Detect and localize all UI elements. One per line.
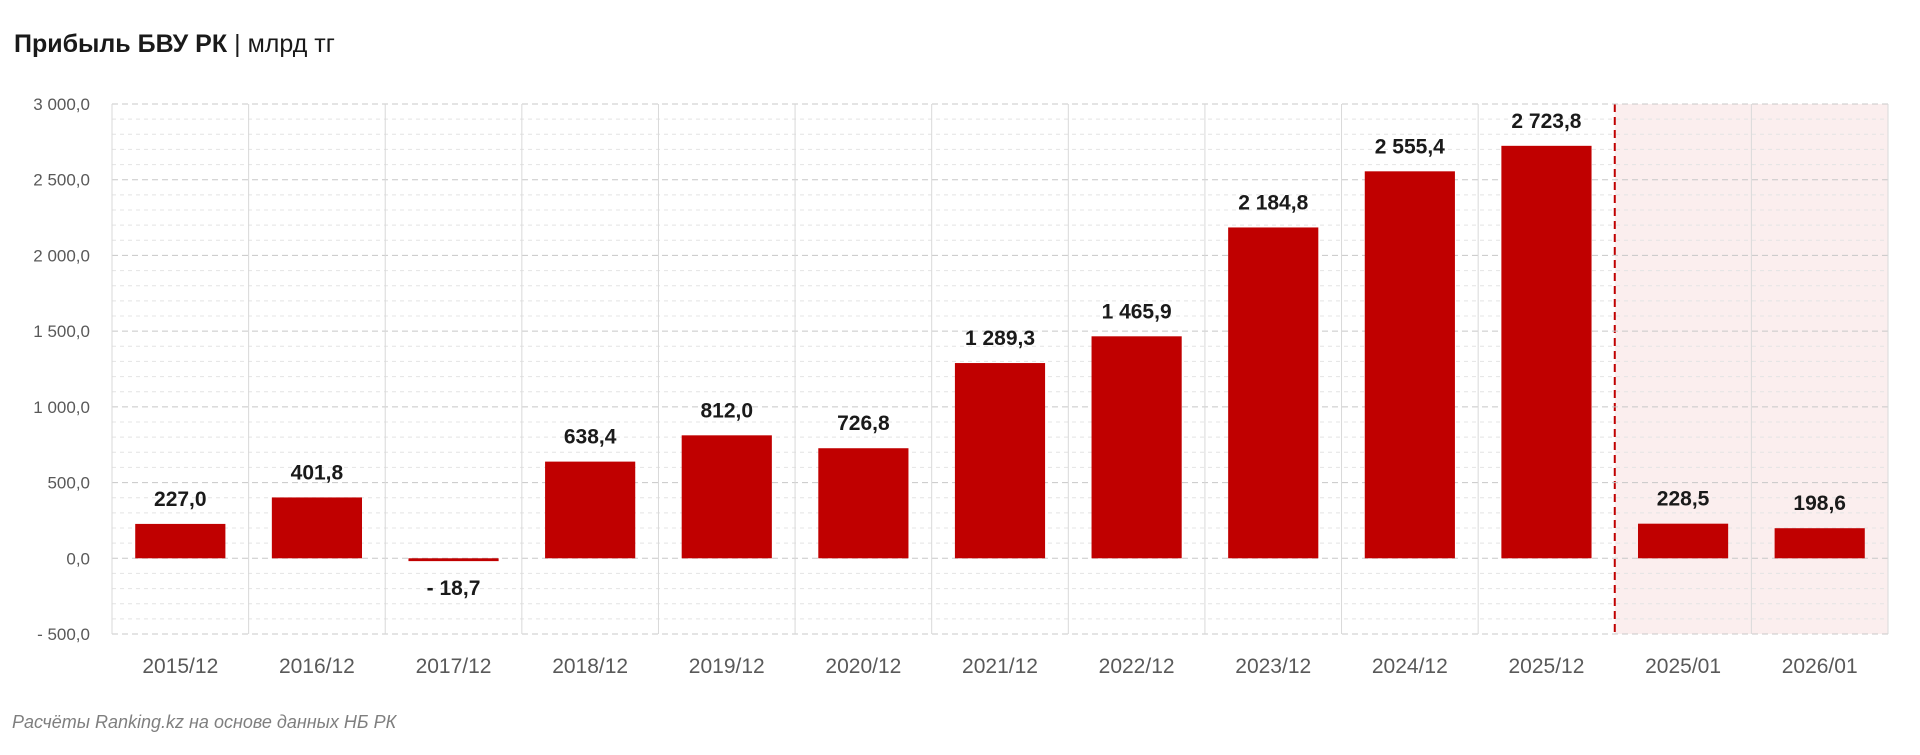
data-label: 2 723,8 xyxy=(1511,110,1581,133)
bar xyxy=(1091,336,1182,559)
data-label: 2 555,4 xyxy=(1375,135,1445,158)
y-tick-label: 1 500,0 xyxy=(33,322,90,341)
bar xyxy=(1637,523,1729,559)
x-tick-label: 2017/12 xyxy=(416,655,492,678)
data-label: 198,6 xyxy=(1793,492,1846,515)
bar xyxy=(1774,528,1865,559)
data-label: 228,5 xyxy=(1657,488,1710,511)
x-tick-label: 2024/12 xyxy=(1372,655,1448,678)
x-tick-label: 2025/12 xyxy=(1509,655,1585,678)
y-tick-label: 2 000,0 xyxy=(33,246,90,265)
data-label: 1 289,3 xyxy=(965,327,1035,350)
bar xyxy=(954,363,1046,559)
bar xyxy=(1364,171,1455,559)
x-tick-label: 2019/12 xyxy=(689,655,765,678)
bar xyxy=(408,558,499,562)
data-label: 227,0 xyxy=(154,488,207,511)
y-tick-label: 500,0 xyxy=(47,474,90,493)
x-tick-label: 2018/12 xyxy=(552,655,628,678)
bar xyxy=(545,461,636,559)
x-tick-label: 2026/01 xyxy=(1782,655,1858,678)
x-tick-label: 2015/12 xyxy=(142,655,218,678)
x-tick-label: 2025/01 xyxy=(1645,655,1721,678)
y-tick-label: - 500,0 xyxy=(37,625,90,644)
y-tick-label: 3 000,0 xyxy=(33,95,90,114)
data-label: 726,8 xyxy=(837,412,890,435)
x-tick-label: 2020/12 xyxy=(825,655,901,678)
x-tick-label: 2022/12 xyxy=(1099,655,1175,678)
chart-title-unit: млрд тг xyxy=(247,30,335,58)
bar-chart: 3 000,0 2 500,0 2 000,0 1 500,0 1 000,0 500,0… xyxy=(33,95,1889,678)
chart-title-main: Прибыль БВУ РК xyxy=(14,30,228,58)
bar xyxy=(135,523,226,559)
x-tick-label: 2021/12 xyxy=(962,655,1038,678)
data-label: 638,4 xyxy=(564,426,617,449)
bar xyxy=(1501,145,1592,559)
source-note: Расчёты Ranking.kz на основе данных НБ Р… xyxy=(12,712,397,732)
data-label: - 18,7 xyxy=(427,577,481,600)
data-label: 401,8 xyxy=(291,461,344,484)
bar xyxy=(818,448,909,559)
data-label: 2 184,8 xyxy=(1238,191,1308,214)
y-tick-label: 0,0 xyxy=(66,549,90,568)
chart-title: Прибыль БВУ РК | млрд тг xyxy=(14,30,335,59)
y-tick-label: 2 500,0 xyxy=(33,171,90,190)
y-tick-label: 1 000,0 xyxy=(33,398,90,417)
data-label: 812,0 xyxy=(700,399,753,422)
data-label: 1 465,9 xyxy=(1102,300,1172,323)
chart-title-separator: | xyxy=(234,30,241,58)
bar xyxy=(681,435,772,559)
bar xyxy=(271,497,363,559)
x-tick-label: 2016/12 xyxy=(279,655,355,678)
x-tick-label: 2023/12 xyxy=(1235,655,1311,678)
bar xyxy=(1228,227,1319,559)
